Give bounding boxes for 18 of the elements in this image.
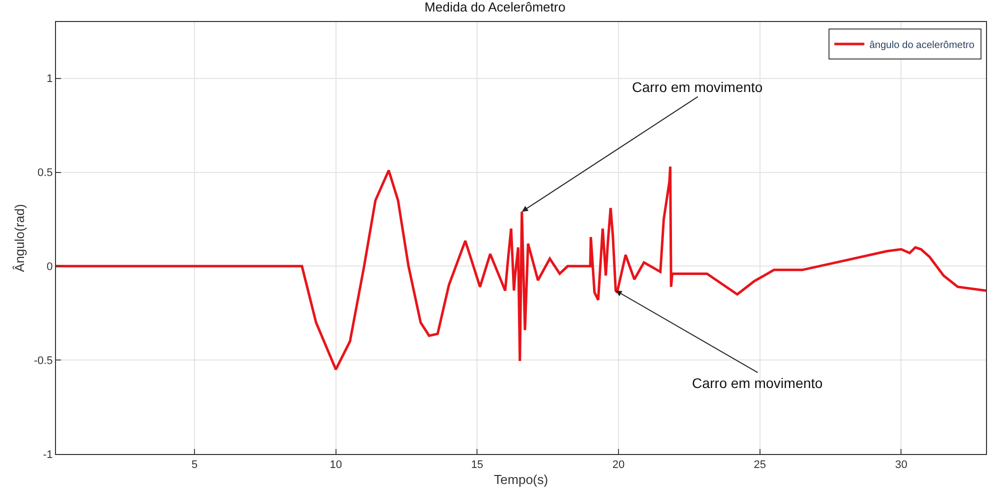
y-tick-label: 0 — [46, 261, 53, 274]
chart-title: Medida do Acelerômetro — [424, 0, 566, 15]
y-tick-label: 0.5 — [38, 167, 53, 180]
annotation: Carro em movimento — [632, 79, 763, 95]
y-tick-label: -1 — [43, 448, 53, 461]
line-series — [56, 165, 986, 371]
x-tick-label: 15 — [471, 459, 484, 472]
x-axis-title: Tempo(s) — [494, 472, 548, 487]
x-tick-label: 25 — [754, 459, 766, 472]
legend-label: ângulo do acelerômetro — [869, 40, 975, 51]
y-tick-label: 1 — [46, 73, 53, 86]
x-tick-label: 5 — [191, 459, 198, 472]
y-axis-title: Ângulo(rad) — [12, 204, 27, 272]
y-tick-label: -0.5 — [34, 354, 53, 367]
x-tick-label: 20 — [612, 459, 625, 472]
x-tick-label: 30 — [895, 459, 908, 472]
x-tick-label: 10 — [330, 459, 342, 472]
annotation: Carro em movimento — [692, 375, 823, 391]
